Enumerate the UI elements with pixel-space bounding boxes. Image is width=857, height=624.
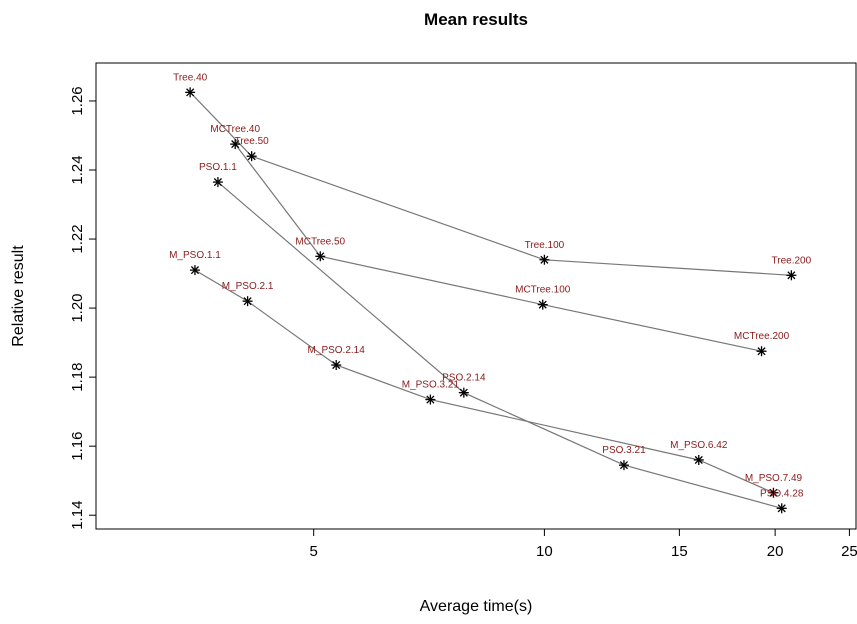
point-label: Tree.100 [525,240,565,251]
point-label-layer: Tree.40 Tree.50 Tree.100 Tree.200 MCTree.40 M… [169,72,812,499]
point-label: M_PSO.6.42 [670,440,728,451]
point-label: Tree.50 [235,136,270,147]
series-line [189,91,792,276]
point-label: M_PSO.2.1 [222,281,274,292]
y-tick-label: 1.14 [69,501,86,530]
x-tick-label: 5 [310,543,318,560]
point-label: PSO.1.1 [199,162,237,173]
data-point [539,254,550,265]
data-point [189,265,200,276]
marker-layer [185,87,797,514]
data-point [185,87,196,98]
x-tick-label: 10 [536,543,553,560]
data-point [756,346,767,357]
x-axis: 5 10 15 20 25 [310,529,857,560]
point-label: M_PSO.3.21 [402,380,460,391]
data-point [230,139,241,150]
chart-title: Mean results [424,10,528,29]
x-tick-label: 15 [671,543,688,560]
data-point [331,360,342,371]
point-label: PSO.2.14 [442,373,486,384]
series-line [194,269,774,494]
data-point [242,296,253,307]
data-point [693,454,704,465]
data-point [618,460,629,471]
y-tick-label: 1.20 [69,293,86,322]
data-point [212,177,223,188]
data-point [458,387,469,398]
point-label: MCTree.50 [295,236,345,247]
data-point [315,251,326,262]
x-tick-label: 20 [767,543,784,560]
data-point [537,299,548,310]
data-point [786,270,797,281]
y-tick-label: 1.16 [69,432,86,461]
point-label: PSO.4.28 [760,488,804,499]
y-tick-label: 1.22 [69,224,86,253]
point-label: M_PSO.1.1 [169,250,221,261]
x-axis-label: Average time(s) [420,598,533,615]
point-label: Tree.40 [173,72,208,83]
x-tick-label: 25 [841,543,857,560]
y-tick-label: 1.24 [69,155,86,184]
data-point [776,503,787,514]
data-point [768,487,779,498]
point-label: M_PSO.7.49 [745,473,803,484]
y-tick-label: 1.18 [69,363,86,392]
series-layer [189,91,792,509]
y-axis: 1.14 1.16 1.18 1.20 1.22 1.24 1.26 [69,86,96,530]
series-line [234,143,762,352]
point-label: M_PSO.2.14 [308,345,366,356]
series-line [217,181,782,509]
point-label: PSO.3.21 [602,445,646,456]
data-point [246,151,257,162]
point-label: MCTree.100 [515,285,571,296]
plot-frame [95,62,857,530]
point-label: MCTree.40 [210,124,260,135]
y-tick-label: 1.26 [69,86,86,115]
point-label: Tree.200 [772,255,812,266]
point-label: MCTree.200 [734,331,790,342]
data-point [425,394,436,405]
y-axis-label: Relative result [10,245,27,347]
